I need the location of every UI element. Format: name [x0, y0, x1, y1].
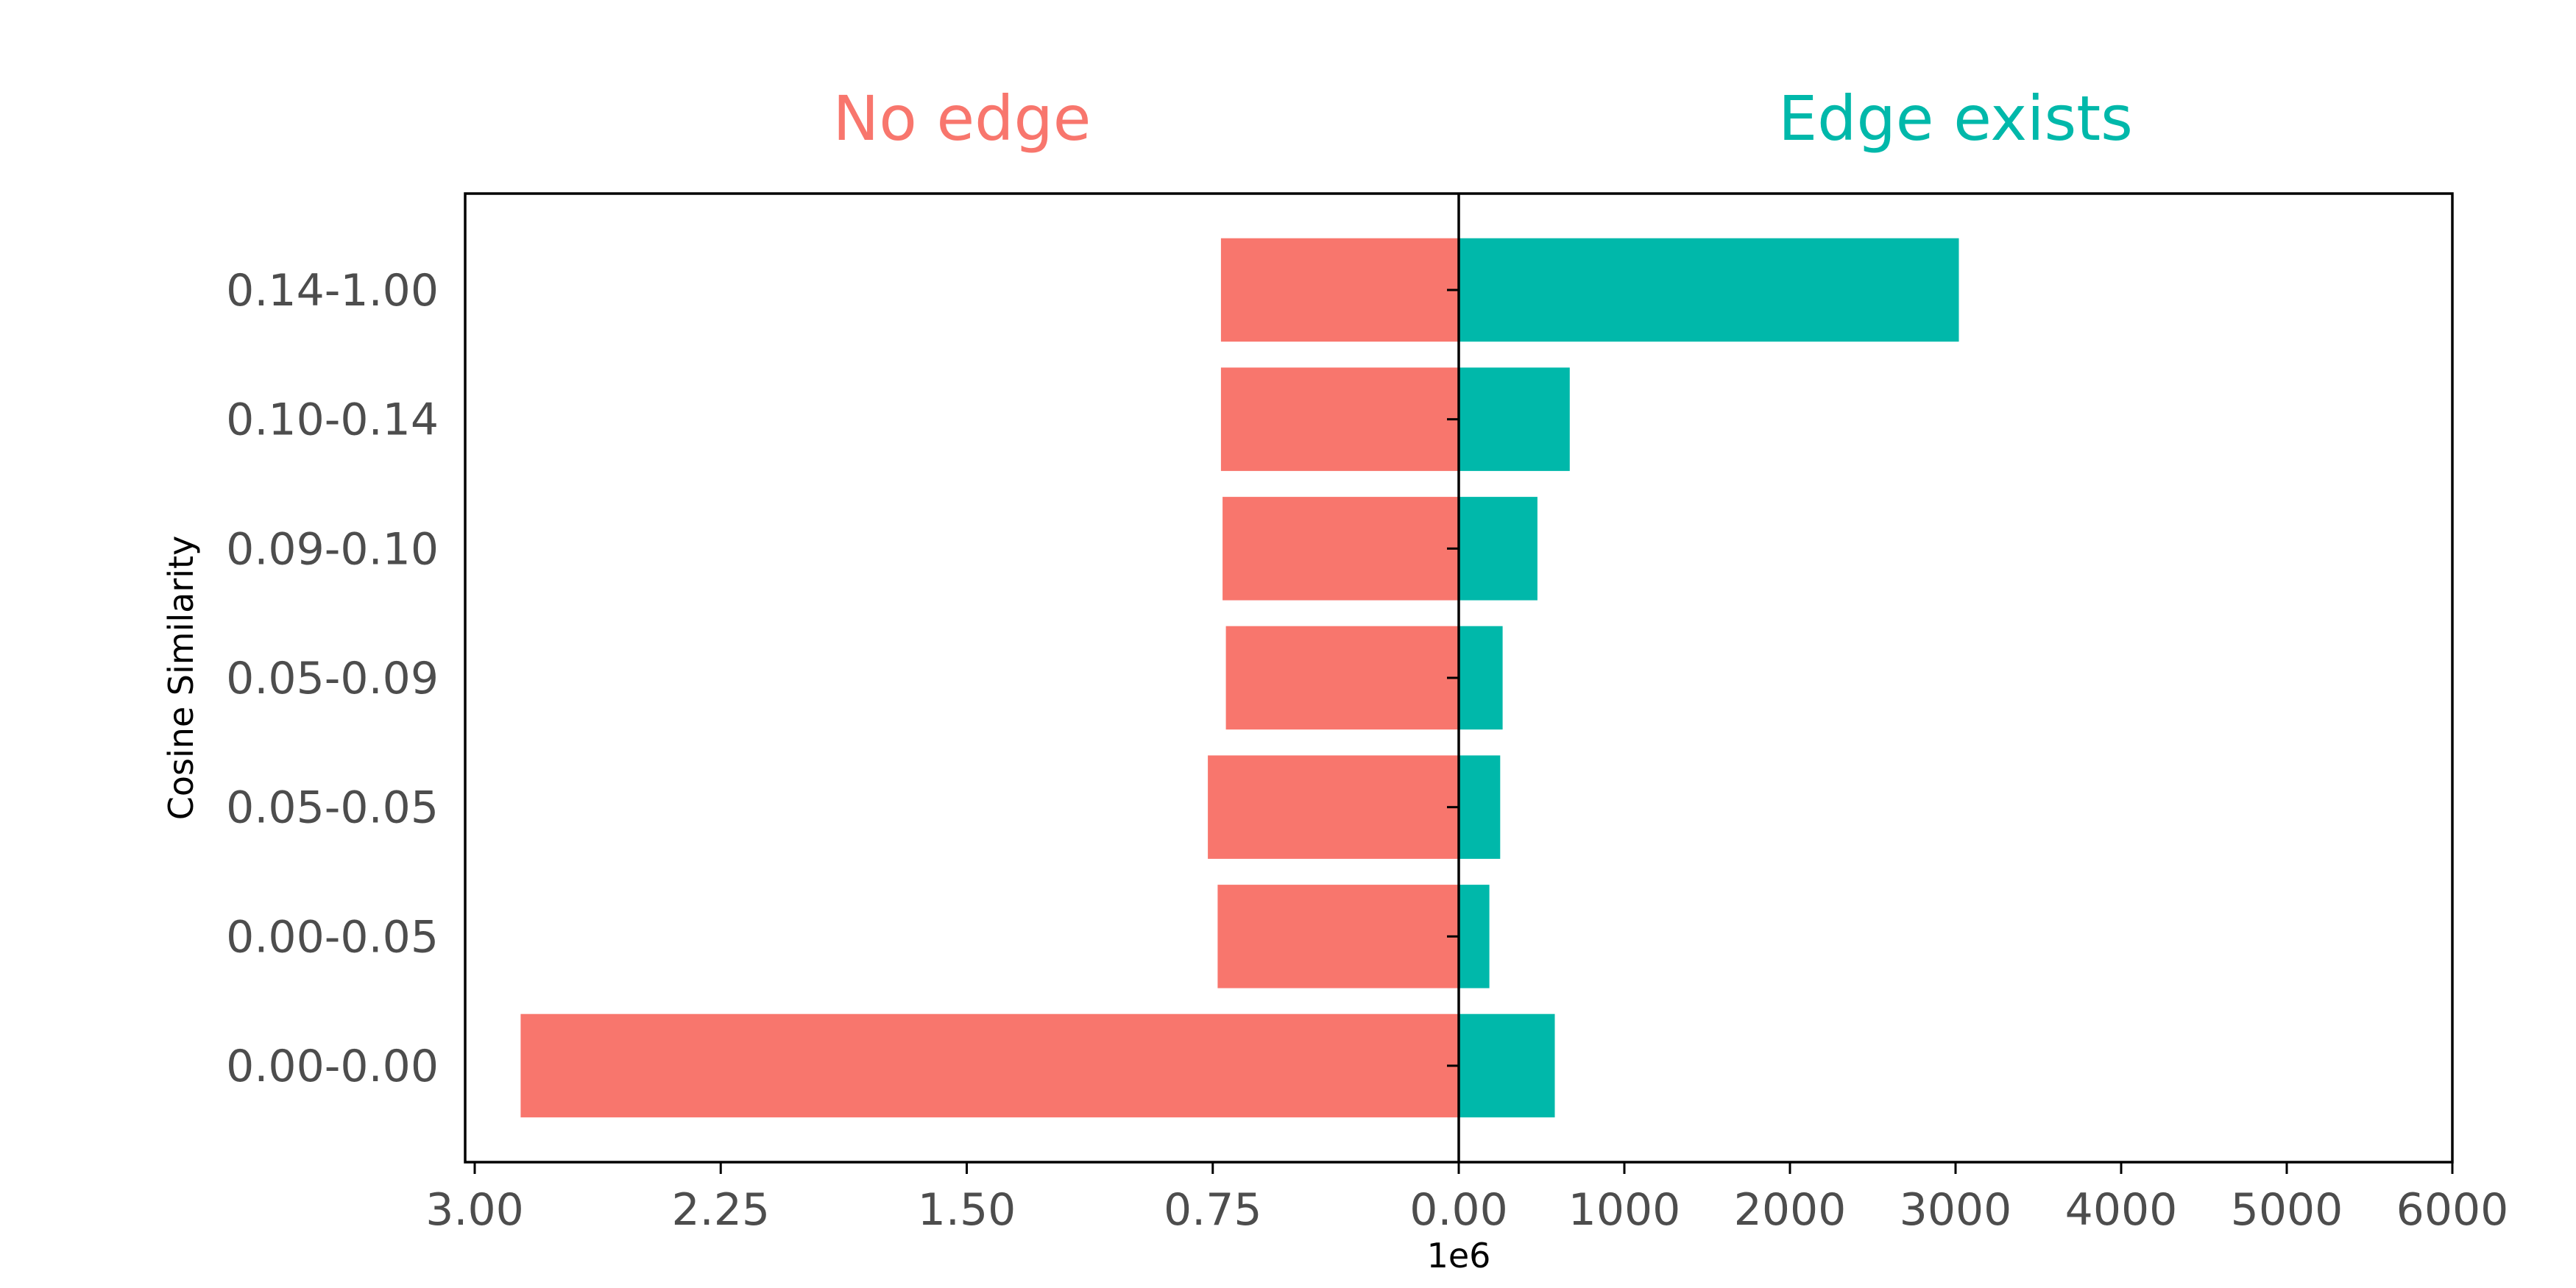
- bar-edge-exists: [1459, 238, 1959, 342]
- y-tick-label: 0.05-0.09: [226, 653, 439, 704]
- bar-edge-exists: [1459, 755, 1501, 859]
- x-tick-label: 2.25: [671, 1184, 770, 1236]
- y-tick-label: 0.10-0.14: [226, 394, 439, 446]
- y-tick-label: 0.00-0.05: [226, 911, 439, 963]
- bar-no-edge: [1208, 755, 1459, 859]
- y-axis-title: Cosine Similarity: [161, 536, 201, 821]
- x-offset-label: 1e6: [1427, 1236, 1491, 1275]
- y-tick-label: 0.00-0.00: [226, 1041, 439, 1092]
- x-tick-label: 6000: [2396, 1184, 2509, 1236]
- x-tick-label: 3000: [1900, 1184, 2012, 1236]
- bar-no-edge: [1217, 885, 1459, 988]
- bar-edge-exists: [1459, 626, 1503, 730]
- bar-edge-exists: [1459, 367, 1570, 471]
- bar-no-edge: [1220, 238, 1459, 342]
- edge-exists-bars: [1459, 238, 1959, 1118]
- x-tick-label: 1000: [1568, 1184, 1681, 1236]
- bar-no-edge: [1220, 367, 1459, 471]
- bar-no-edge: [1222, 497, 1459, 601]
- bar-no-edge: [1225, 626, 1459, 730]
- x-tick-label: 0.75: [1164, 1184, 1262, 1236]
- bar-edge-exists: [1459, 885, 1490, 988]
- y-tick-label: 0.09-0.10: [226, 523, 439, 575]
- x-tick-label: 1.50: [918, 1184, 1016, 1236]
- x-tick-label: 5000: [2231, 1184, 2343, 1236]
- bar-no-edge: [520, 1013, 1459, 1118]
- x-tick-label: 0.00: [1409, 1184, 1508, 1236]
- bar-edge-exists: [1459, 1013, 1555, 1118]
- y-axis-ticks: 0.00-0.00 0.00-0.05 0.05-0.05 0.05-0.09 0.09…: [226, 265, 1459, 1092]
- panel-title-edge-exists: Edge exists: [1778, 82, 2133, 155]
- x-axis-ticks: 3.00 2.25 1.50 0.75 0.00 1000 2000 3000 4000 5000…: [425, 1162, 2508, 1236]
- y-tick-label: 0.14-1.00: [226, 265, 439, 316]
- bar-edge-exists: [1459, 497, 1538, 601]
- x-tick-label: 4000: [2065, 1184, 2178, 1236]
- panel-title-no-edge: No edge: [833, 82, 1091, 155]
- y-tick-label: 0.05-0.05: [226, 782, 439, 834]
- no-edge-bars: [520, 238, 1459, 1118]
- x-tick-label: 2000: [1734, 1184, 1847, 1236]
- x-tick-label: 3.00: [425, 1184, 524, 1236]
